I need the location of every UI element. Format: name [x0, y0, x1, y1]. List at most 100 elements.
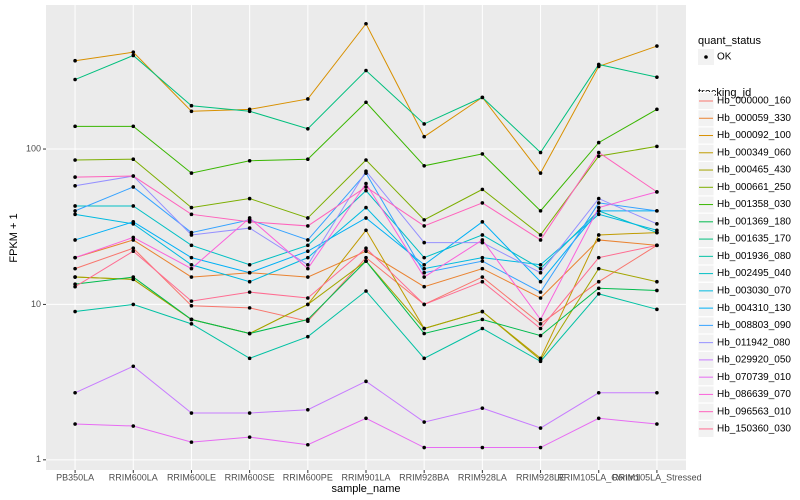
point	[73, 309, 77, 314]
point	[306, 334, 310, 339]
point	[189, 212, 194, 217]
point	[538, 290, 543, 294]
point	[422, 284, 426, 289]
point	[480, 309, 485, 314]
point	[189, 317, 194, 322]
point	[538, 279, 543, 284]
point	[655, 107, 659, 112]
point	[422, 275, 426, 279]
point	[306, 302, 310, 307]
point	[306, 157, 310, 162]
point	[364, 246, 368, 251]
point	[480, 187, 485, 192]
point	[247, 331, 252, 336]
point	[538, 238, 543, 242]
point	[73, 282, 77, 286]
point	[655, 288, 659, 293]
point	[364, 158, 368, 162]
point	[480, 220, 485, 224]
point	[73, 212, 77, 217]
point	[364, 68, 368, 73]
point	[189, 262, 194, 267]
point	[73, 275, 77, 279]
point	[538, 359, 543, 364]
point	[422, 331, 426, 336]
point	[306, 249, 310, 254]
point	[73, 209, 77, 213]
point	[189, 322, 194, 326]
point	[538, 296, 543, 300]
point	[306, 126, 310, 131]
point	[306, 407, 310, 412]
legend-label: Hb_000349_060	[717, 147, 791, 158]
point	[596, 196, 601, 201]
point	[655, 243, 659, 248]
point	[422, 356, 426, 361]
point	[131, 174, 136, 178]
point	[596, 150, 601, 155]
point	[596, 286, 601, 291]
point	[422, 262, 426, 267]
point	[73, 124, 77, 129]
point	[306, 97, 310, 101]
x-tick-label: RRIM600SE	[225, 472, 275, 482]
point	[596, 233, 601, 237]
point	[131, 302, 136, 307]
point	[596, 238, 601, 242]
point	[247, 435, 252, 439]
point	[480, 255, 485, 260]
point	[247, 262, 252, 267]
legend-label: Hb_003030_070	[717, 286, 791, 297]
point	[73, 183, 77, 188]
point	[538, 171, 543, 175]
legend-label: Hb_004310_130	[717, 303, 791, 314]
point	[73, 175, 77, 179]
point	[73, 284, 77, 289]
point	[306, 262, 310, 267]
legend-label: Hb_000465_430	[717, 165, 791, 176]
point	[655, 222, 659, 226]
point	[131, 185, 136, 189]
legend-label: Hb_070739_010	[717, 372, 791, 383]
point	[655, 209, 659, 213]
x-tick-label: RRIM901LA	[341, 472, 390, 482]
legend-label: Hb_000000_160	[717, 96, 791, 107]
point	[538, 209, 543, 213]
point	[655, 228, 659, 233]
point	[480, 238, 485, 242]
x-tick-label: RRIM105LA_Control	[557, 472, 640, 482]
legend-label: Hb_008803_090	[717, 320, 791, 331]
point	[247, 290, 252, 294]
point	[538, 322, 543, 326]
point	[422, 326, 426, 331]
point	[655, 44, 659, 48]
y-axis-label: FPKM + 1	[8, 213, 20, 262]
point	[364, 188, 368, 193]
point	[422, 445, 426, 450]
point	[306, 243, 310, 248]
legend-symbol	[704, 55, 708, 59]
point	[538, 150, 543, 155]
point	[538, 233, 543, 237]
point	[480, 317, 485, 322]
point	[131, 424, 136, 428]
legend-label: Hb_029920_050	[717, 355, 791, 366]
point	[538, 333, 543, 338]
legend-label: Hb_000059_330	[717, 113, 791, 124]
point	[596, 416, 601, 421]
legend-label: Hb_086639_070	[717, 389, 791, 400]
legend-label: Hb_011942_080	[717, 337, 791, 348]
point	[538, 270, 543, 275]
point	[596, 209, 601, 213]
point	[422, 224, 426, 228]
point	[364, 205, 368, 210]
point	[131, 124, 136, 129]
point	[655, 75, 659, 79]
point	[131, 220, 136, 224]
y-tick-label: 10	[31, 299, 41, 309]
point	[422, 302, 426, 307]
x-tick-label: PB350LA	[56, 472, 94, 482]
point	[364, 249, 368, 254]
point	[306, 216, 310, 220]
x-tick-label: RRIM600LE	[167, 472, 216, 482]
